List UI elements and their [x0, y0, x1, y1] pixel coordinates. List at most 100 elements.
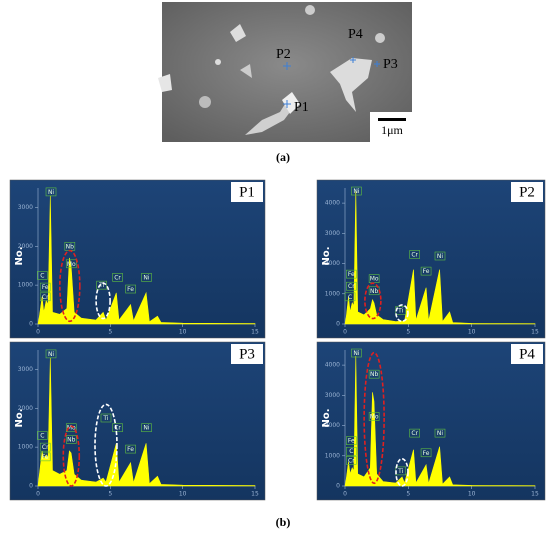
- element-label-box: [39, 292, 51, 302]
- y-tick-label: 0: [29, 321, 33, 328]
- x-tick-label: 0: [36, 329, 40, 336]
- element-label: Nb: [66, 243, 74, 250]
- element-label-box: [39, 452, 51, 462]
- element-label: Mo: [370, 276, 379, 283]
- x-tick-label: 15: [531, 491, 539, 498]
- spectrum-panel: 0 1000 2000 3000 0 5 10 15 Ni C Cr Fe Mo Nb Ti Cr Fe Ni P3…: [9, 341, 266, 501]
- caption: (b): [276, 515, 291, 529]
- x-tick-label: 15: [251, 329, 259, 336]
- chart-title: P4: [519, 346, 535, 362]
- element-label: Ni: [353, 188, 359, 195]
- element-label: Mo: [370, 413, 379, 420]
- x-tick-label: 15: [251, 491, 259, 498]
- element-label-box: [409, 428, 420, 438]
- point-label: P3: [383, 57, 398, 72]
- element-label-box: [39, 442, 51, 452]
- x-tick-label: 5: [108, 491, 112, 498]
- x-tick-label: 0: [343, 491, 347, 498]
- element-label-box: [65, 259, 77, 269]
- element-label-box: [420, 266, 432, 276]
- highlight-ring: [95, 282, 111, 320]
- element-label-box: [346, 436, 357, 445]
- element-label-box: [409, 250, 420, 259]
- element-label-box: [346, 456, 357, 465]
- chart-title: P3: [239, 346, 255, 362]
- element-label-box: [346, 281, 357, 291]
- element-label: Cr: [411, 251, 418, 258]
- y-tick-label: 0: [336, 483, 340, 490]
- element-label: Fe: [127, 286, 134, 293]
- element-label: Fe: [348, 438, 355, 445]
- element-label-box: [39, 282, 51, 292]
- spectrum-panel: 0 1000 2000 3000 4000 0 5 10 15 Ni Fe Cr C Mo Nb Ti Cr Fe…: [316, 179, 546, 339]
- element-label: Ni: [437, 253, 443, 260]
- y-axis-label: No.: [14, 246, 25, 265]
- element-label-box: [96, 280, 107, 290]
- point-label: P2: [276, 47, 291, 62]
- element-label: C: [40, 272, 44, 279]
- highlight-ring: [363, 351, 385, 485]
- y-tick-label: 3000: [18, 366, 33, 373]
- title-box: [511, 344, 543, 364]
- y-tick-label: 3000: [325, 392, 340, 399]
- element-label: Cr: [411, 430, 418, 437]
- highlight-ring: [395, 304, 409, 323]
- x-tick-label: 15: [531, 329, 539, 336]
- title-box: [231, 182, 263, 202]
- highlight-ring: [59, 249, 81, 323]
- y-tick-label: 1000: [325, 452, 340, 459]
- element-label: Ti: [98, 282, 104, 289]
- element-label-box: [344, 292, 356, 302]
- element-label: Fe: [423, 450, 430, 457]
- y-tick-label: 3000: [18, 204, 33, 211]
- title-box: [231, 344, 263, 364]
- element-label: Fe: [42, 284, 49, 291]
- element-label-box: [65, 435, 77, 444]
- element-label: Mo: [67, 425, 76, 432]
- y-tick-label: 4000: [325, 200, 340, 207]
- element-label-box: [100, 413, 112, 423]
- y-tick-label: 0: [336, 321, 340, 328]
- element-label-box: [45, 349, 57, 359]
- element-label-box: [141, 423, 152, 433]
- spectrum: [37, 195, 256, 325]
- spectrum-panel: 0 1000 2000 3000 0 5 10 15 Ni C Fe Cr Nb Mo Ti Cr Fe Ni P1…: [9, 179, 266, 339]
- element-label: Nb: [370, 371, 378, 378]
- element-label: Nb: [370, 288, 378, 295]
- element-label-box: [420, 448, 432, 458]
- y-tick-label: 2000: [325, 422, 340, 429]
- element-label: Cr: [114, 425, 121, 432]
- chart-title: P2: [519, 184, 535, 200]
- element-label: Mo: [67, 261, 76, 268]
- x-tick-label: 5: [108, 329, 112, 336]
- element-label: Ni: [143, 425, 149, 432]
- element-label: Fe: [127, 446, 134, 453]
- x-tick-label: 10: [468, 491, 476, 498]
- y-tick-label: 4000: [325, 362, 340, 369]
- y-tick-label: 1000: [325, 290, 340, 297]
- y-tick-label: 2000: [18, 405, 33, 412]
- element-label-box: [141, 273, 152, 282]
- element-label: C: [40, 432, 44, 439]
- element-label: Fe: [42, 454, 49, 461]
- element-label: Ni: [48, 189, 54, 196]
- element-label: Ni: [48, 351, 54, 358]
- y-tick-label: 0: [29, 483, 33, 490]
- element-label-box: [125, 284, 136, 294]
- element-label: Cr: [348, 457, 355, 464]
- spectrum: [344, 190, 536, 325]
- element-label-box: [346, 446, 357, 456]
- y-tick-label: 1000: [18, 444, 33, 451]
- y-tick-label: 2000: [18, 243, 33, 250]
- element-label: Ni: [143, 274, 149, 281]
- spectrum-panel: 0 1000 2000 3000 4000 0 5 10 15 Ni Nb Mo Fe C Cr Ti Cr Fe…: [316, 341, 546, 501]
- element-label-box: [45, 187, 57, 197]
- scale-bar-label: 1μm: [381, 123, 403, 137]
- x-tick-label: 0: [343, 329, 347, 336]
- element-label: Fe: [348, 271, 355, 278]
- element-label: Ni: [437, 430, 443, 437]
- caption: (a): [276, 150, 290, 164]
- element-label-box: [346, 269, 357, 279]
- highlight-ring: [364, 282, 382, 320]
- element-label-box: [434, 251, 446, 261]
